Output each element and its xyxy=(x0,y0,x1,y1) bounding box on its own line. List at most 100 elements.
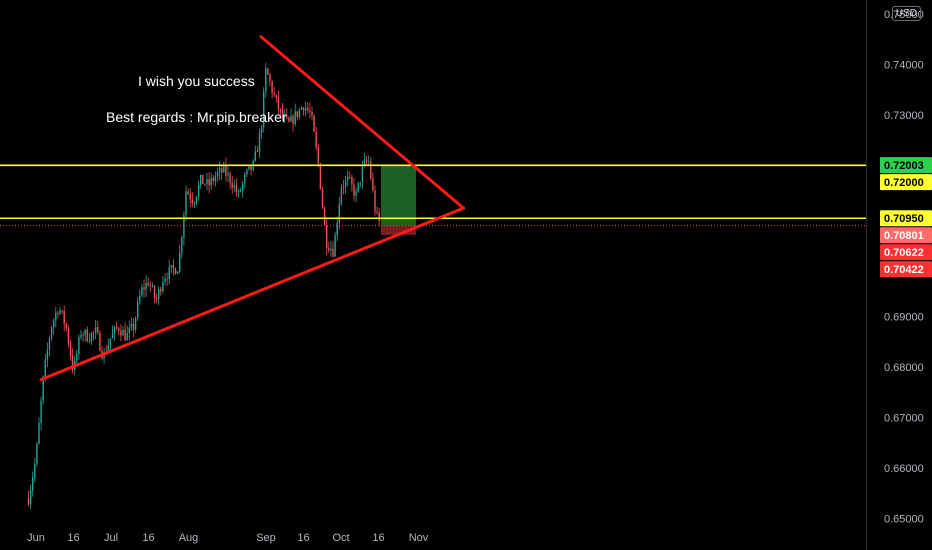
candle-body xyxy=(137,302,139,319)
candle-body xyxy=(200,175,202,186)
candle-body xyxy=(347,176,349,181)
candle-body xyxy=(363,159,366,166)
currency-badge[interactable]: USD xyxy=(891,6,921,21)
candle-body xyxy=(210,178,212,186)
candle-body xyxy=(330,248,332,251)
annotation-line-2: Best regards : Mr.pip.breaker xyxy=(106,109,287,125)
time-tick-label: 16 xyxy=(67,532,79,544)
price-tag-label: 0.70422 xyxy=(884,264,924,276)
price-tag-label: 0.70950 xyxy=(884,213,924,225)
candle-body xyxy=(233,185,235,188)
candle-body xyxy=(130,323,133,328)
time-axis[interactable]: Jun 16 Jul 16 Aug Sep 16 Oct 16 Nov xyxy=(27,532,429,544)
candle-body xyxy=(155,298,158,300)
candle-body xyxy=(116,326,118,329)
trendline xyxy=(259,35,465,210)
candle-body xyxy=(349,176,351,178)
candle-body xyxy=(302,107,305,111)
candle-body xyxy=(181,237,183,253)
candle-body xyxy=(132,323,135,330)
candle-body xyxy=(187,191,189,195)
candle-body xyxy=(365,159,368,162)
candle-body xyxy=(164,278,166,282)
candle-body xyxy=(376,211,378,213)
candle-body xyxy=(214,176,217,181)
candle-body xyxy=(122,330,124,336)
candle-body xyxy=(374,190,376,212)
candle-body xyxy=(134,318,137,330)
candle-body xyxy=(305,108,307,111)
candle-body xyxy=(193,202,196,204)
price-tag-label: 0.72000 xyxy=(884,177,924,189)
candle-body xyxy=(97,327,99,333)
candle-body xyxy=(92,332,95,334)
candle-body xyxy=(176,271,179,275)
candle-body xyxy=(275,94,277,98)
candle-body xyxy=(353,184,355,196)
candle-body xyxy=(179,252,181,272)
time-tick-label: Sep xyxy=(256,532,276,544)
time-tick-label: Jun xyxy=(27,532,45,544)
candle-body xyxy=(69,343,72,356)
price-tag-box xyxy=(880,157,932,174)
candle-body xyxy=(118,328,120,331)
candle-body xyxy=(323,207,326,226)
candle-body xyxy=(265,68,267,92)
candle-body xyxy=(151,286,154,287)
candle-body xyxy=(126,332,128,341)
time-tick-label: Aug xyxy=(179,532,199,544)
time-tick-label: Oct xyxy=(332,532,349,544)
candle-body xyxy=(42,376,44,401)
time-tick-label: Nov xyxy=(409,532,429,544)
candle-body xyxy=(225,164,227,176)
candle-body xyxy=(95,327,97,333)
time-tick-label: 16 xyxy=(297,532,309,544)
candle-body xyxy=(63,311,65,324)
candle-body xyxy=(321,189,324,208)
candle-body xyxy=(309,110,311,112)
candle-body xyxy=(76,354,78,362)
candlesticks xyxy=(27,62,380,509)
candle-body xyxy=(86,329,88,342)
candle-body xyxy=(50,327,53,339)
candle-body xyxy=(160,289,162,292)
profit-zone xyxy=(381,165,416,226)
candle-body xyxy=(218,168,221,173)
candle-body xyxy=(99,332,101,351)
time-tick-label: 16 xyxy=(372,532,384,544)
candle-body xyxy=(300,107,303,110)
candle-body xyxy=(124,330,126,341)
candle-body xyxy=(292,115,294,125)
candle-body xyxy=(368,161,370,163)
candle-body xyxy=(128,327,130,333)
candle-body xyxy=(170,265,172,268)
candle-body xyxy=(296,111,298,117)
candle-body xyxy=(32,477,34,491)
candle-body xyxy=(36,444,38,464)
candle-body xyxy=(113,326,116,334)
price-tick-label: 0.68000 xyxy=(884,362,924,374)
candle-body xyxy=(319,163,322,190)
candle-body xyxy=(55,313,57,321)
candle-body xyxy=(88,341,91,343)
candle-body xyxy=(168,267,170,280)
candle-body xyxy=(336,222,338,236)
candle-body xyxy=(242,183,244,191)
candle-body xyxy=(223,164,225,173)
candle-body xyxy=(221,168,223,173)
candle-body xyxy=(284,115,286,118)
candle-body xyxy=(378,212,380,221)
trendline xyxy=(39,206,465,382)
price-tick-label: 0.66000 xyxy=(884,463,924,475)
candle-body xyxy=(372,178,374,191)
candle-body xyxy=(359,182,361,183)
candle-body xyxy=(65,323,67,329)
candle-body xyxy=(311,111,313,116)
horizontal-levels xyxy=(0,164,866,227)
trendlines xyxy=(39,35,465,382)
candle-body xyxy=(185,191,187,215)
candle-body xyxy=(84,329,86,336)
price-tag-label: 0.70801 xyxy=(884,230,924,242)
candle-body xyxy=(244,174,246,184)
